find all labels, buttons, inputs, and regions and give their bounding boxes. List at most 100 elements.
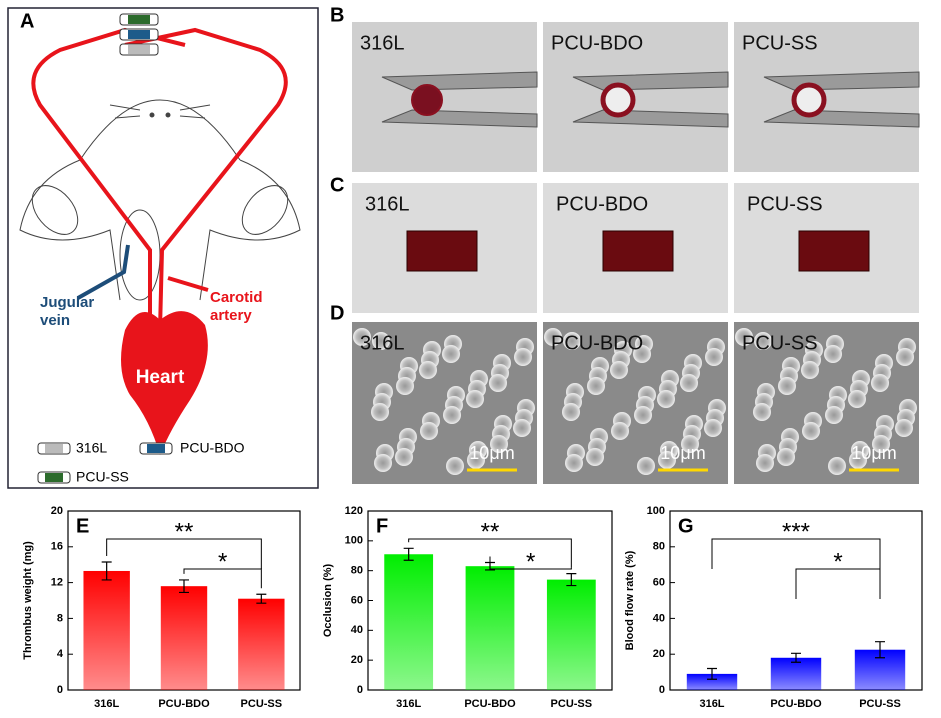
photo-label: PCU-BDO: [551, 332, 643, 354]
error-bar: [256, 593, 267, 604]
cell: [611, 422, 629, 440]
heart-label: Heart: [136, 367, 185, 388]
legend-label: PCU-BDO: [180, 440, 245, 456]
x-tick-label: PCU-SS: [859, 698, 901, 710]
bar: [770, 657, 822, 690]
vein-label: vein: [40, 312, 70, 329]
legend-label: PCU-SS: [76, 469, 129, 485]
y-axis-label: Occlusion (%): [322, 563, 334, 637]
photo: [543, 22, 728, 172]
implants: [119, 13, 159, 56]
cell: [353, 328, 371, 346]
cell: [825, 406, 843, 424]
photo-label: PCU-BDO: [551, 32, 643, 54]
y-tick-label: 20: [51, 505, 63, 517]
significance-bracket: [711, 538, 881, 569]
cell: [372, 332, 390, 350]
cell: [374, 454, 392, 472]
cell: [753, 403, 771, 421]
cell: [446, 457, 464, 475]
cell: [801, 361, 819, 379]
y-tick-label: 0: [659, 684, 665, 696]
y-tick-label: 40: [351, 624, 363, 636]
panel-label: E: [76, 515, 89, 537]
cell: [754, 332, 772, 350]
sample: [406, 230, 478, 272]
cell: [705, 348, 723, 366]
x-tick-label: 316L: [699, 698, 724, 710]
cell: [586, 448, 604, 466]
y-tick-label: 100: [647, 505, 665, 517]
photo-label: PCU-SS: [742, 332, 818, 354]
y-tick-label: 80: [351, 565, 363, 577]
y-tick-label: 8: [57, 612, 63, 624]
photo-label: 316L: [365, 193, 410, 215]
y-tick-label: 120: [345, 505, 363, 517]
jugular-vessel: [77, 244, 130, 300]
x-tick-label: 316L: [396, 698, 421, 710]
cell: [513, 419, 531, 437]
photo-label: PCU-SS: [742, 32, 818, 54]
y-tick-label: 20: [653, 648, 665, 660]
y-tick-label: 0: [57, 684, 63, 696]
y-tick-label: 80: [653, 541, 665, 553]
artery-label: Carotid: [210, 289, 263, 306]
significance-label: ***: [782, 518, 810, 545]
cell: [735, 328, 753, 346]
sample: [602, 230, 674, 272]
error-bar: [875, 641, 885, 659]
error-bar: [403, 547, 414, 561]
bar: [465, 566, 515, 690]
y-tick-label: 40: [653, 612, 665, 624]
photo-label: 316L: [360, 332, 405, 354]
photo-label: 316L: [360, 32, 405, 54]
photo: [352, 22, 537, 172]
y-tick-label: 16: [51, 541, 63, 553]
photo-label: PCU-SS: [747, 193, 823, 215]
significance-bracket: [106, 538, 262, 569]
bar: [686, 673, 738, 690]
cell: [419, 361, 437, 379]
panel-label: B: [330, 4, 344, 26]
cell: [489, 374, 507, 392]
legend: 316L PCU-BDO PCU-SS: [37, 440, 245, 485]
y-tick-label: 60: [653, 577, 665, 589]
scale-label: 10μm: [851, 443, 896, 463]
y-axis-label: Thrombus weight (mg): [22, 541, 34, 660]
y-tick-label: 0: [357, 684, 363, 696]
error-bar: [707, 667, 717, 680]
cell: [562, 403, 580, 421]
bar: [238, 598, 285, 690]
cell: [544, 328, 562, 346]
y-tick-label: 60: [351, 594, 363, 606]
bar: [384, 554, 434, 690]
significance-bracket: [795, 568, 881, 599]
cell: [420, 422, 438, 440]
significance-bracket: [183, 568, 262, 589]
x-tick-label: 316L: [94, 698, 119, 710]
cell: [610, 361, 628, 379]
mouse-outline: [19, 99, 301, 301]
error-bar: [791, 652, 801, 663]
cell: [396, 377, 414, 395]
significance-bracket: [489, 556, 572, 570]
cell: [848, 390, 866, 408]
photo-label: PCU-BDO: [556, 193, 648, 215]
legend-label: 316L: [76, 440, 107, 456]
cell: [828, 457, 846, 475]
cell: [514, 348, 532, 366]
artery-label: artery: [210, 307, 252, 324]
panel-label: F: [376, 515, 388, 537]
cell: [633, 345, 651, 363]
cell: [395, 448, 413, 466]
cell: [871, 374, 889, 392]
scale-label: 10μm: [660, 443, 705, 463]
cell: [681, 435, 699, 453]
x-tick-label: PCU-BDO: [464, 698, 516, 710]
cell: [872, 435, 890, 453]
cell: [371, 403, 389, 421]
cell: [680, 374, 698, 392]
cell: [587, 377, 605, 395]
bar: [160, 586, 208, 690]
cell: [756, 454, 774, 472]
